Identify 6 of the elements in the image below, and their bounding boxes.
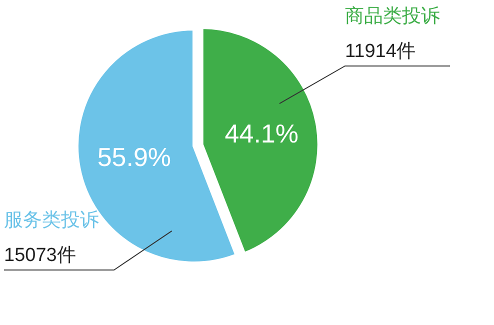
data-label: 55.9% bbox=[97, 142, 172, 172]
slice-label: 商品类投诉 bbox=[345, 5, 440, 27]
text: 15073件 bbox=[4, 245, 76, 266]
data-label: 44.1% bbox=[224, 118, 299, 148]
text: 11914件 bbox=[345, 41, 416, 62]
slice-label: 服务类投诉 bbox=[4, 210, 99, 231]
